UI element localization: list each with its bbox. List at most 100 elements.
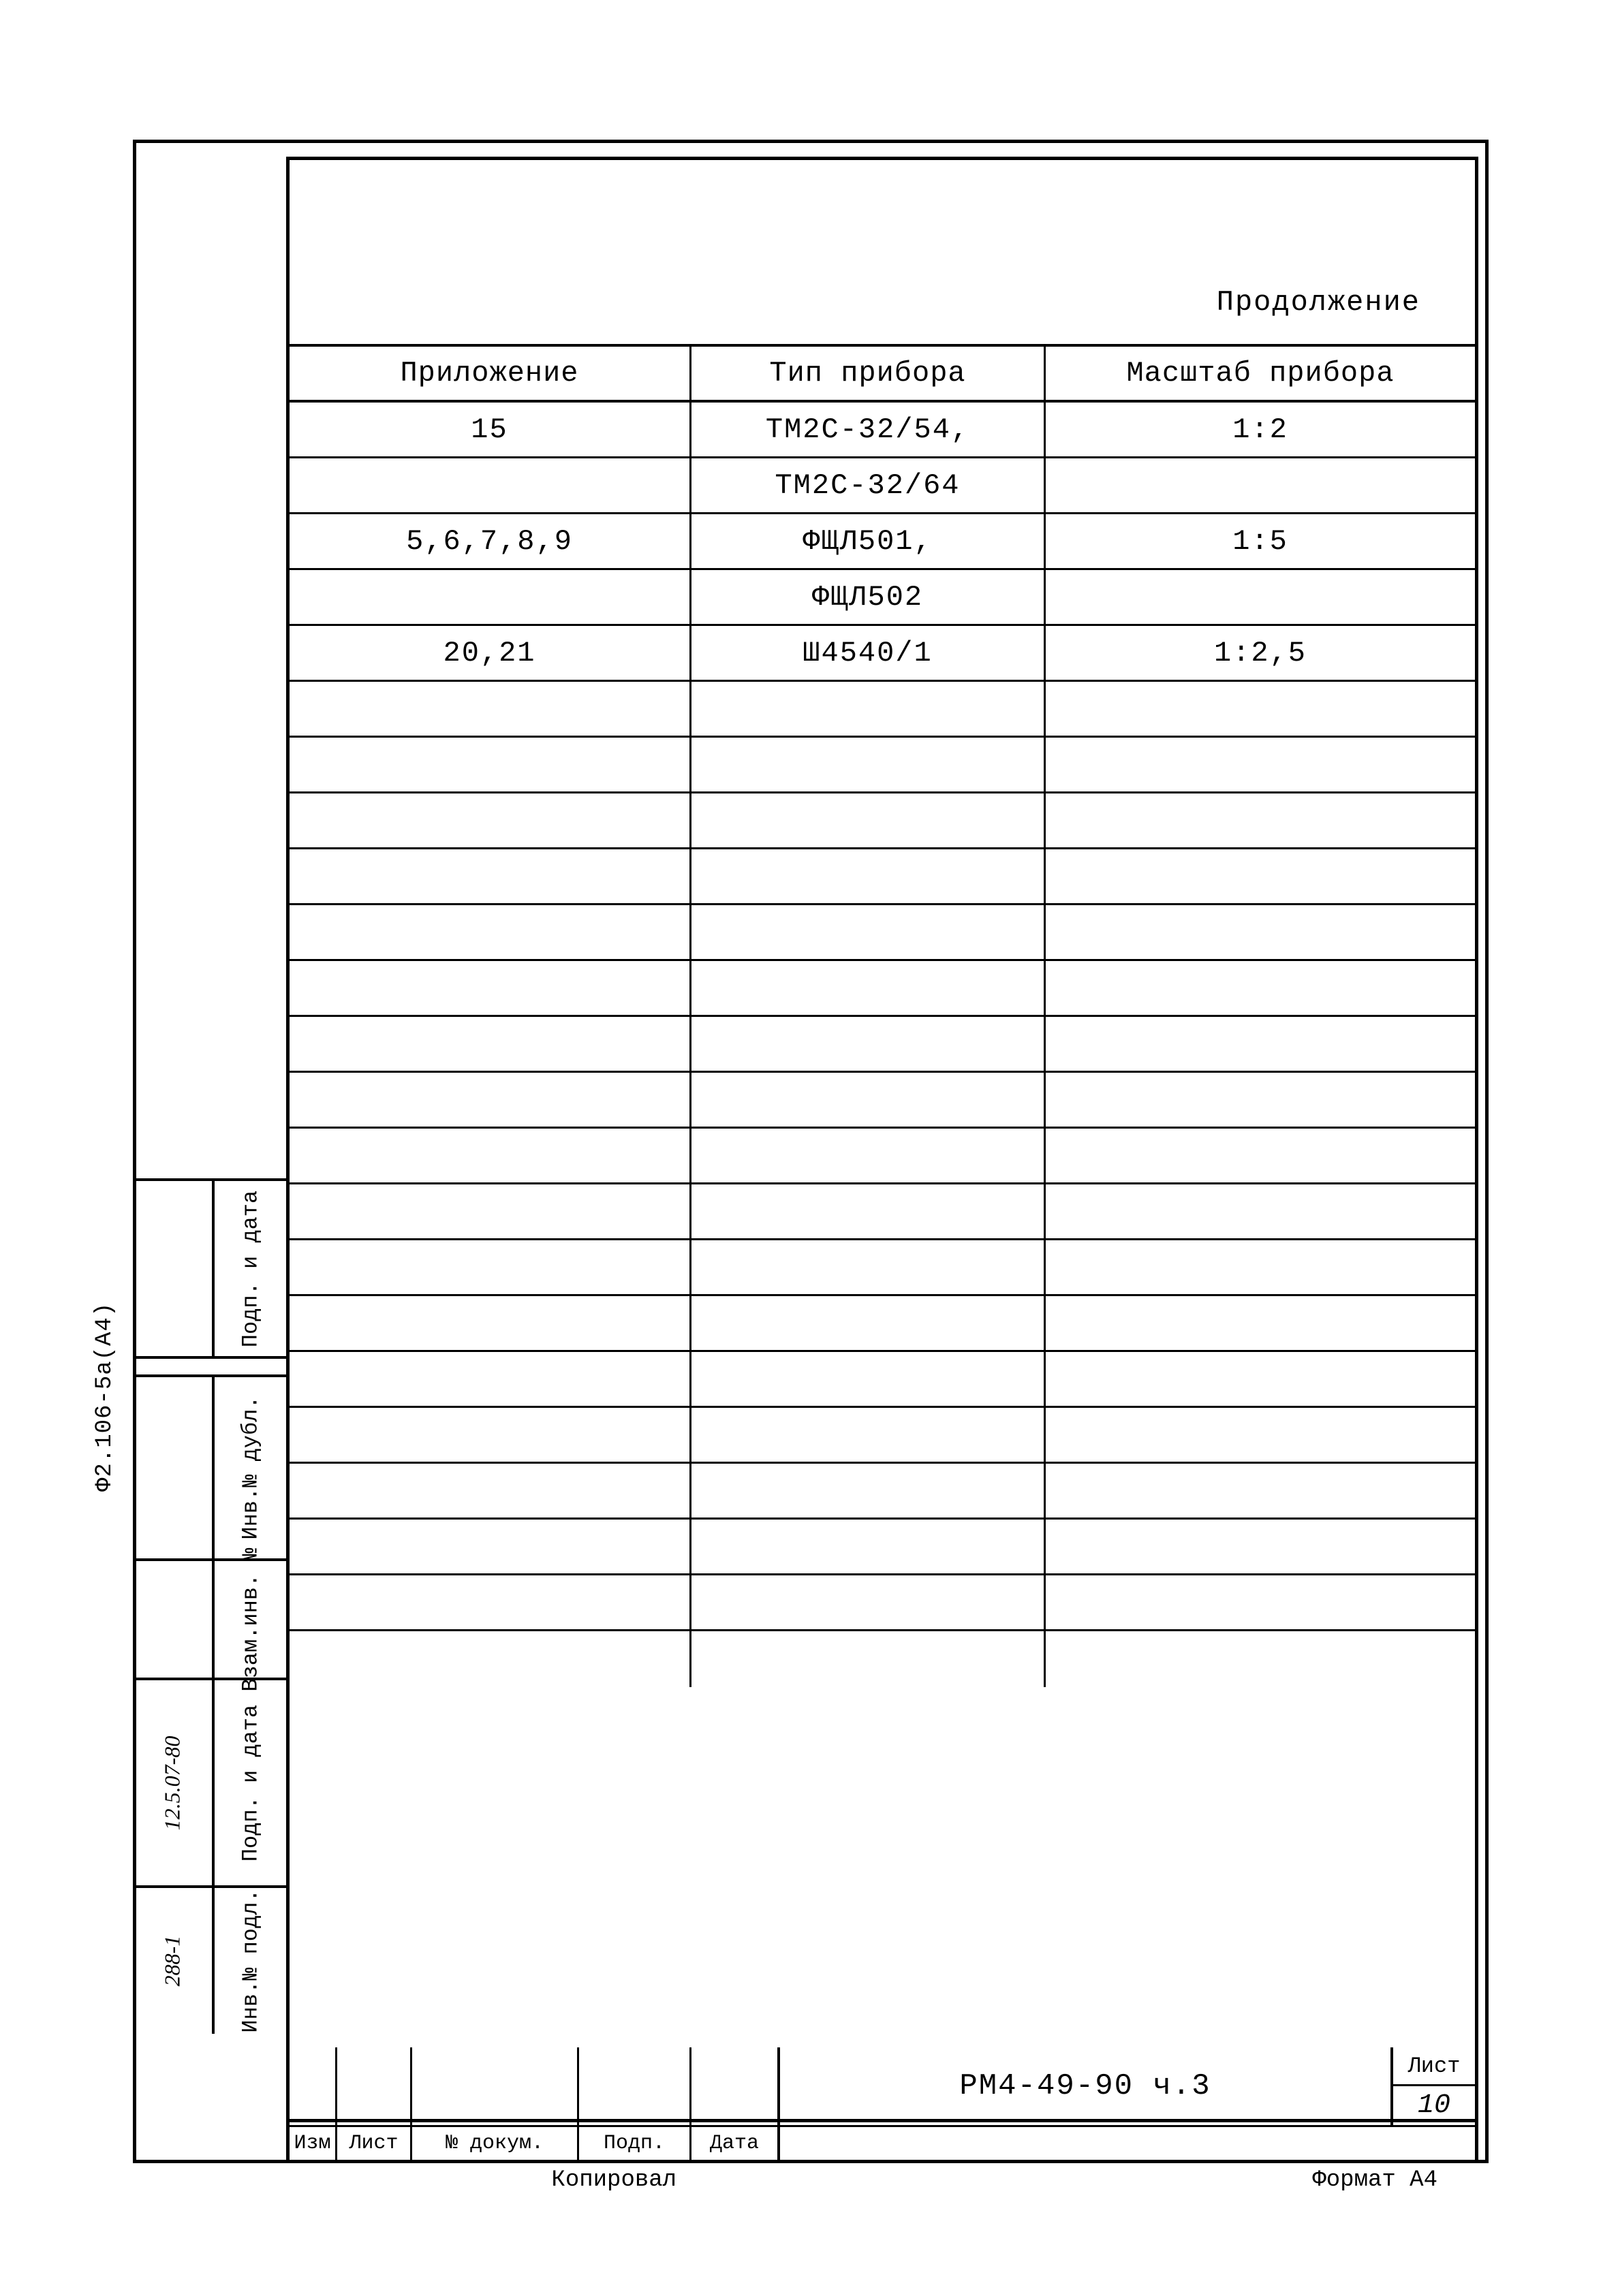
table-cell (290, 458, 691, 512)
table-cell (290, 1520, 691, 1573)
continuation-label: Продолжение (1217, 286, 1420, 319)
rev-label-data: Дата (691, 2127, 780, 2160)
table-cell (1046, 1073, 1475, 1127)
table-cell (1046, 1631, 1475, 1687)
table-row (290, 738, 1475, 793)
table-cell (290, 1352, 691, 1406)
table-cell (290, 1017, 691, 1071)
rev-upper-5 (691, 2047, 777, 2125)
document-code: РМ4-49-90 ч.3 (780, 2047, 1393, 2125)
table-cell: 1:2 (1046, 403, 1475, 456)
main-table: Приложение Тип прибора Масштаб прибора 1… (290, 344, 1475, 2119)
table-cell (1046, 1408, 1475, 1462)
table-cell (1046, 1352, 1475, 1406)
table-cell (290, 1631, 691, 1687)
table-cell (691, 1073, 1046, 1127)
side-label-3: Взам.инв. № (215, 1561, 286, 1678)
table-cell (290, 682, 691, 736)
table-cell: ФЩЛ501, (691, 514, 1046, 568)
table-cell (691, 905, 1046, 959)
sheet-column: Лист 10 (1393, 2047, 1475, 2125)
table-cell (1046, 1184, 1475, 1238)
table-row (290, 1352, 1475, 1408)
rev-upper-1 (290, 2047, 337, 2125)
table-cell: ТМ2С-32/64 (691, 458, 1046, 512)
table-row: ТМ2С-32/64 (290, 458, 1475, 514)
side-sig-2 (133, 1377, 215, 1558)
side-block-vzam-inv: Взам.инв. № (133, 1558, 286, 1678)
side-label-1-text: Подп. и дата (238, 1190, 263, 1347)
table-cell (691, 1408, 1046, 1462)
table-cell (290, 1296, 691, 1350)
side-label-5: Инв.№ подл. (215, 1888, 286, 2034)
table-header-row: Приложение Тип прибора Масштаб прибора (290, 347, 1475, 403)
side-label-4-text: Подп. и дата (238, 1704, 263, 1861)
table-cell (1046, 1464, 1475, 1517)
side-sig-4-text: 12.5.07-80 (160, 1735, 185, 1830)
header-col-scale: Масштаб прибора (1046, 347, 1475, 400)
rev-upper-4 (579, 2047, 691, 2125)
table-cell (691, 849, 1046, 903)
table-cell: Ш4540/1 (691, 626, 1046, 680)
table-cell (290, 961, 691, 1015)
table-cell (691, 682, 1046, 736)
footer-kopiroval: Копировал (286, 2163, 942, 2197)
table-cell: 5,6,7,8,9 (290, 514, 691, 568)
title-block: РМ4-49-90 ч.3 Лист 10 Изм Лист № докум. … (286, 2047, 1478, 2163)
header-col-device-type: Тип прибора (691, 347, 1046, 400)
table-row (290, 849, 1475, 905)
table-row (290, 1240, 1475, 1296)
table-cell (290, 1408, 691, 1462)
table-cell (1046, 849, 1475, 903)
table-row (290, 1184, 1475, 1240)
table-cell (691, 961, 1046, 1015)
table-cell (691, 1240, 1046, 1294)
table-row (290, 1464, 1475, 1520)
table-cell (691, 1520, 1046, 1573)
table-cell: 15 (290, 403, 691, 456)
rev-label-izm: Изм (290, 2127, 337, 2160)
table-cell (691, 1184, 1046, 1238)
side-sig-4: 12.5.07-80 (133, 1680, 215, 1885)
table-row: 15ТМ2С-32/54,1:2 (290, 403, 1475, 458)
side-sig-3 (133, 1561, 215, 1678)
side-block-sign-date-2: 12.5.07-80 Подп. и дата (133, 1678, 286, 1885)
header-col-appendix: Приложение (290, 347, 691, 400)
table-cell (290, 570, 691, 624)
table-row: 20,21Ш4540/11:2,5 (290, 626, 1475, 682)
table-cell (290, 1073, 691, 1127)
table-cell (290, 905, 691, 959)
form-code-label: Ф2.106-5а(А4) (92, 1302, 118, 1492)
table-row (290, 1408, 1475, 1464)
table-cell (1046, 793, 1475, 847)
side-label-2: Инв.№ дубл. (215, 1377, 286, 1558)
table-cell (1046, 1575, 1475, 1629)
table-cell (691, 1017, 1046, 1071)
table-cell (1046, 570, 1475, 624)
table-row (290, 1296, 1475, 1352)
table-row (290, 682, 1475, 738)
table-cell (691, 738, 1046, 791)
table-cell (290, 793, 691, 847)
table-cell: 1:2,5 (1046, 626, 1475, 680)
table-cell (290, 738, 691, 791)
rev-upper-2 (337, 2047, 412, 2125)
rev-lower-rest (780, 2127, 1475, 2160)
table-cell (290, 1464, 691, 1517)
table-cell (691, 1464, 1046, 1517)
table-cell (290, 1129, 691, 1182)
table-row (290, 961, 1475, 1017)
inner-frame: Продолжение Приложение Тип прибора Масшт… (286, 157, 1478, 2122)
table-cell (1046, 682, 1475, 736)
side-sig-5: 288-1 (133, 1888, 215, 2034)
table-cell (1046, 1520, 1475, 1573)
table-cell: 20,21 (290, 626, 691, 680)
sheet-label: Лист (1393, 2047, 1475, 2086)
rev-label-list: Лист (337, 2127, 412, 2160)
table-row (290, 1575, 1475, 1631)
table-cell (290, 1240, 691, 1294)
table-row (290, 1073, 1475, 1129)
side-annotation-column: Подп. и дата Инв.№ дубл. Взам.инв. № 12.… (133, 1178, 286, 2122)
side-label-3-text: Взам.инв. № (238, 1547, 263, 1691)
table-row (290, 1520, 1475, 1575)
